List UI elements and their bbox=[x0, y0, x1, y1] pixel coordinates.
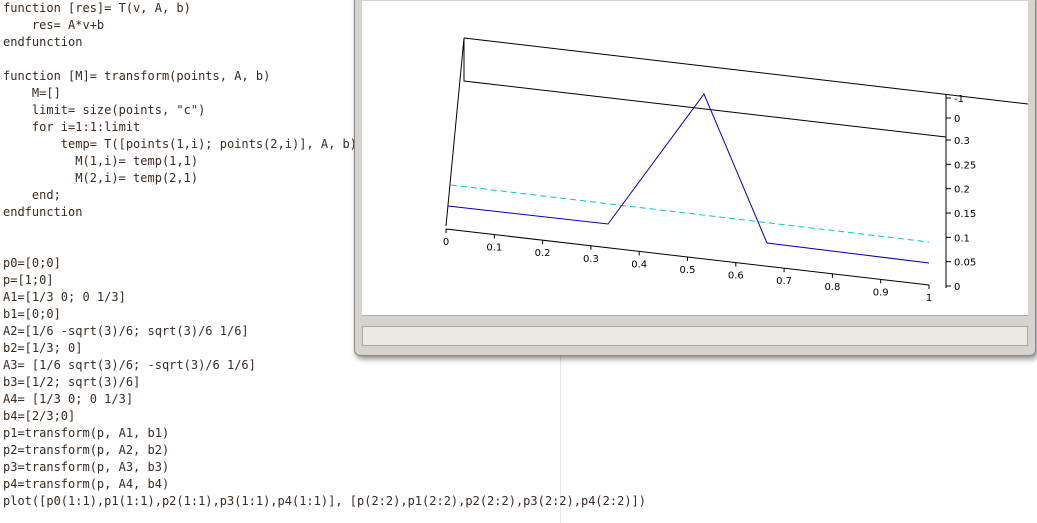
code-line[interactable]: b1=[0;0] bbox=[3, 307, 61, 321]
fractal-line bbox=[447, 92, 930, 264]
x-tick-label: 0.7 bbox=[776, 276, 792, 287]
x-tick-label: 0 bbox=[443, 237, 449, 248]
plot: 0 0.1 0.2 0.3 0.4 0.5 0.6 0.7 0.8 0.9 1 0 0.05 0.1 0.1… bbox=[443, 37, 1029, 304]
code-line[interactable]: end; bbox=[3, 188, 61, 202]
code-line[interactable]: res= A*v+b bbox=[3, 18, 105, 32]
y-tick-label: 0.15 bbox=[954, 209, 976, 220]
plot-area: 0 0.1 0.2 0.3 0.4 0.5 0.6 0.7 0.8 0.9 1 0 0.05 0.1 0.1… bbox=[362, 1, 1029, 316]
code-line[interactable]: function [M]= transform(points, A, b) bbox=[3, 69, 271, 83]
code-line[interactable]: A2=[1/6 -sqrt(3)/6; sqrt(3)/6 1/6] bbox=[3, 324, 249, 338]
code-line[interactable]: M(2,i)= temp(2,1) bbox=[3, 171, 199, 185]
y-tick-label: 0.2 bbox=[954, 185, 970, 196]
code-line[interactable]: p1=transform(p, A1, b1) bbox=[3, 426, 170, 440]
code-block: p0=[0;0] p=[1;0] A1=[1/3 0; 0 1/3] b1=[0;0]… bbox=[3, 255, 646, 510]
code-line[interactable]: b4=[2/3;0] bbox=[3, 409, 76, 423]
code-line[interactable]: for i=1:1:limit bbox=[3, 120, 141, 134]
code-line[interactable]: A4= [1/3 0; 0 1/3] bbox=[3, 392, 134, 406]
code-line[interactable]: A1=[1/3 0; 0 1/3] bbox=[3, 290, 126, 304]
z-tick-label: 0 bbox=[954, 114, 960, 125]
y-tick-label: 0.3 bbox=[954, 136, 970, 147]
code-block: function [res]= T(v, A, b) res= A*v+b end… bbox=[3, 0, 646, 51]
axis-box bbox=[463, 37, 1029, 105]
code-editor[interactable]: function [res]= T(v, A, b) res= A*v+b end… bbox=[3, 0, 646, 510]
x-tick-label: 0.1 bbox=[486, 243, 502, 254]
code-line[interactable]: plot([p0(1:1),p1(1:1),p2(1:1),p3(1:1),p4… bbox=[3, 494, 646, 508]
x-tick-label: 0.2 bbox=[535, 248, 551, 259]
axis-box bbox=[445, 37, 465, 227]
code-line[interactable]: function [res]= T(v, A, b) bbox=[3, 1, 191, 15]
y-tick-label: 0.1 bbox=[954, 233, 970, 244]
code-line[interactable]: endfunction bbox=[3, 205, 83, 219]
code-line[interactable]: p2=transform(p, A2, b2) bbox=[3, 443, 170, 457]
x-tick-label: 0.4 bbox=[631, 259, 647, 270]
code-line[interactable]: M(1,i)= temp(1,1) bbox=[3, 154, 199, 168]
code-line[interactable]: b3=[1/2; sqrt(3)/6] bbox=[3, 375, 141, 389]
y-tick-label: 0.05 bbox=[954, 258, 976, 269]
x-tick-label: 0.5 bbox=[680, 265, 696, 276]
x-tick-label: 0.8 bbox=[824, 282, 840, 293]
axis-box bbox=[463, 38, 947, 138]
x-tick-label: 0.6 bbox=[728, 271, 744, 282]
status-bar bbox=[362, 326, 1028, 346]
code-line[interactable]: A3= [1/6 sqrt(3)/6; -sqrt(3)/6 1/6] bbox=[3, 358, 256, 372]
code-line[interactable]: endfunction bbox=[3, 35, 83, 49]
z-tick-label: -1 bbox=[954, 94, 964, 105]
code-line[interactable]: p3=transform(p, A3, b3) bbox=[3, 460, 170, 474]
x-tick-label: 1 bbox=[926, 293, 932, 304]
code-line[interactable]: M=[] bbox=[3, 86, 61, 100]
code-line[interactable]: temp= T([points(1,i); points(2,i)], A, b… bbox=[3, 137, 358, 151]
x-tick-label: 0.9 bbox=[873, 287, 889, 298]
code-block: function [M]= transform(points, A, b) M=… bbox=[3, 68, 646, 221]
x-tick-label: 0.3 bbox=[583, 254, 599, 265]
graphic-window: 0 0.1 0.2 0.3 0.4 0.5 0.6 0.7 0.8 0.9 1 0 0.05 0.1 0.1… bbox=[354, 0, 1036, 356]
code-line[interactable]: p=[1;0] bbox=[3, 273, 54, 287]
code-line[interactable]: p4=transform(p, A4, b4) bbox=[3, 477, 170, 491]
code-line[interactable]: b2=[1/3; 0] bbox=[3, 341, 83, 355]
code-line[interactable]: limit= size(points, "c") bbox=[3, 103, 206, 117]
y-tick-label: 0.25 bbox=[954, 160, 976, 171]
dashed-line bbox=[450, 184, 930, 243]
code-line[interactable]: p0=[0;0] bbox=[3, 256, 61, 270]
y-tick-label: 0 bbox=[954, 282, 960, 293]
